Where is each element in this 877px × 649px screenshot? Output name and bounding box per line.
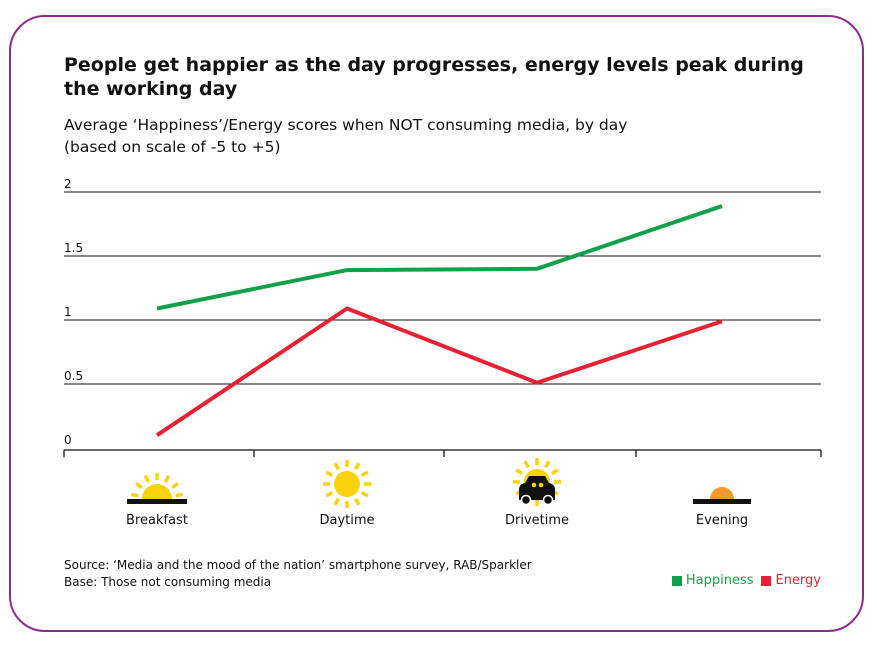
source-text: Source: ‘Media and the mood of the natio… [64, 558, 532, 572]
category-icons [127, 458, 751, 508]
subtitle-line-2: (based on scale of -5 to +5) [64, 138, 281, 156]
legend-label: Energy [775, 573, 821, 588]
legend-swatch [761, 575, 772, 586]
sunset-icon [693, 487, 751, 504]
x-tick-label: Breakfast [126, 513, 188, 528]
source-note: Source: ‘Media and the mood of the natio… [64, 557, 532, 591]
subtitle-line-1: Average ‘Happiness’/Energy scores when N… [64, 116, 628, 134]
y-tick-label: 1.5 [64, 241, 83, 255]
legend-swatch [671, 575, 682, 586]
legend: Happiness Energy [671, 573, 821, 588]
y-tick-labels: 0 0.5 1 1.5 2 [64, 177, 83, 447]
legend-item: Happiness [671, 573, 754, 588]
sunrise-icon [127, 473, 187, 504]
y-tick-label: 0 [64, 433, 72, 447]
sun-icon [323, 460, 371, 508]
base-text: Base: Those not consuming media [64, 575, 272, 589]
car-sun-icon [513, 458, 561, 506]
chart-title: People get happier as the day progresses… [64, 54, 804, 100]
y-tick-label: 1 [64, 305, 72, 319]
x-tick-label: Drivetime [504, 513, 570, 528]
series-lines [155, 204, 723, 437]
x-tick-label: Evening [695, 513, 749, 528]
x-axis [63, 449, 822, 457]
chart-frame [9, 15, 864, 632]
x-tick-label: Daytime [319, 513, 375, 528]
legend-label: Happiness [685, 573, 754, 588]
series-line-happiness [156, 204, 723, 311]
chart-subtitle: Average ‘Happiness’/Energy scores when N… [64, 114, 824, 158]
y-tick-label: 2 [64, 177, 72, 191]
gridlines [64, 191, 821, 385]
y-tick-label: 0.5 [64, 369, 83, 383]
legend-item: Energy [761, 573, 821, 588]
series-line-energy [155, 306, 723, 437]
